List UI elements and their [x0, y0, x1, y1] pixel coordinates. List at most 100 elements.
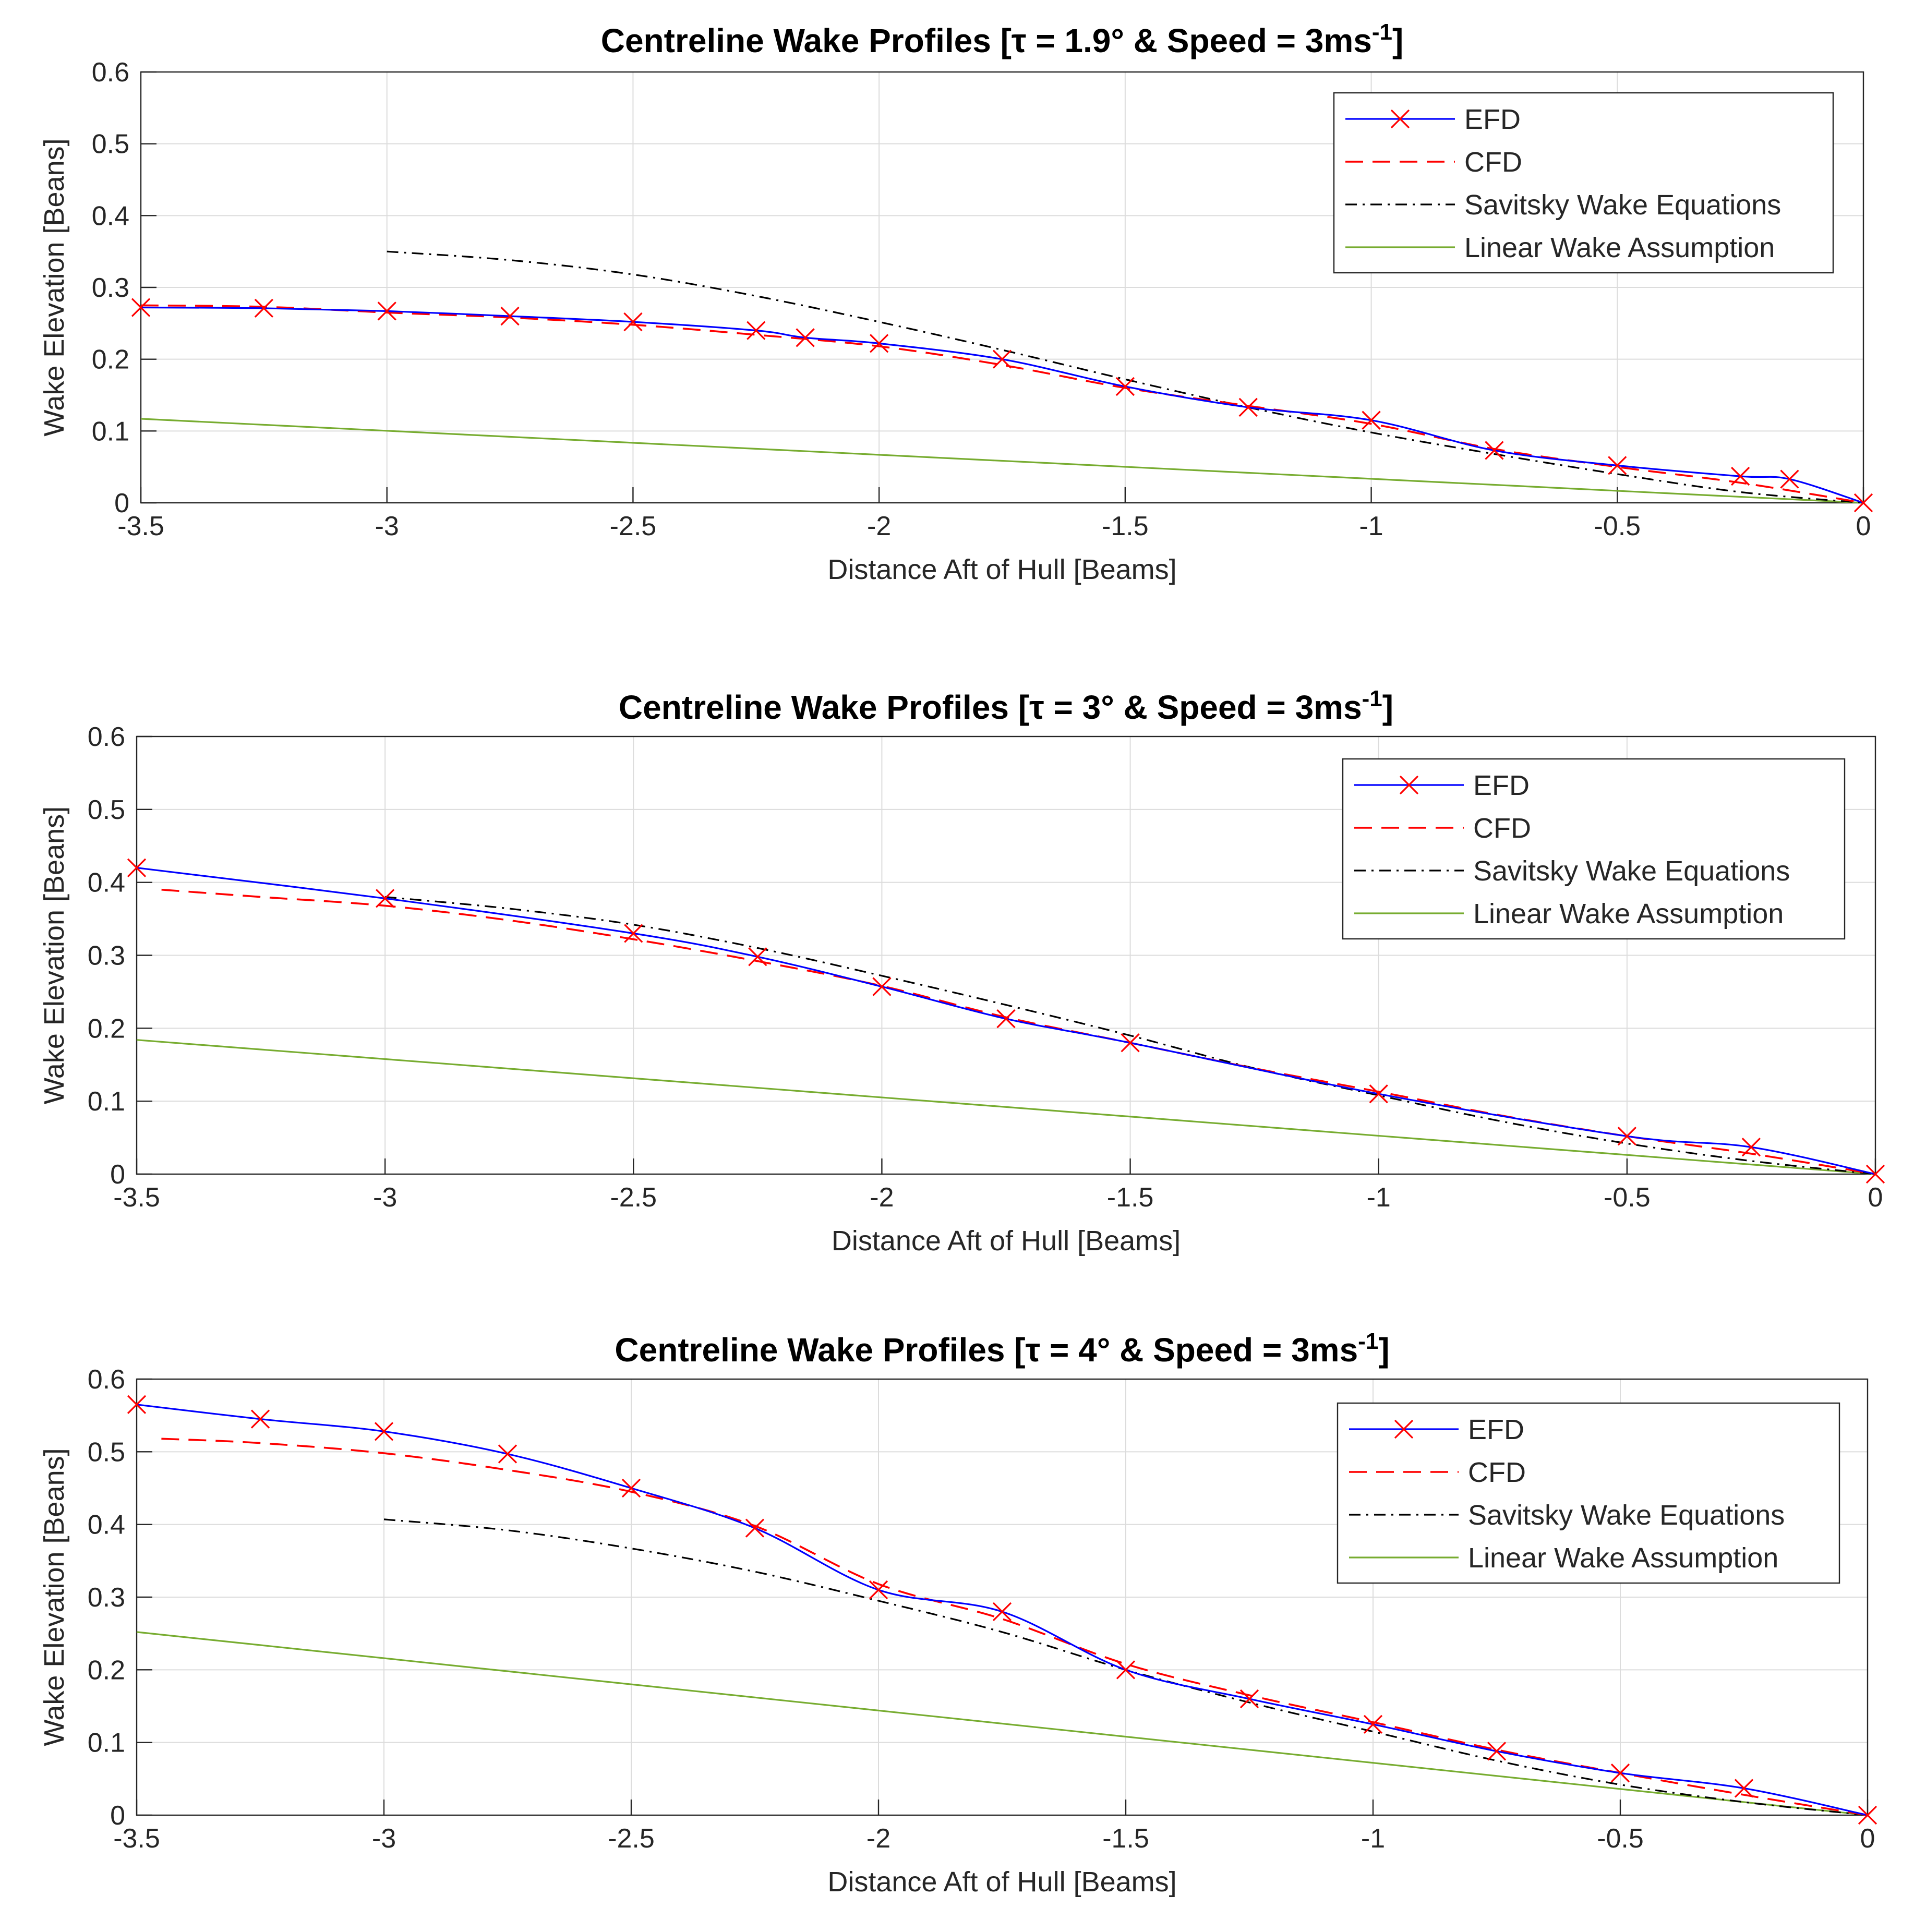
x-tick-label: 0	[1856, 511, 1871, 541]
x-axis-label: Distance Aft of Hull [Beams]	[827, 1866, 1176, 1898]
efd-marker	[1780, 469, 1799, 489]
x-tick-label: -1.5	[1107, 1182, 1154, 1213]
x-axis-label: Distance Aft of Hull [Beams]	[827, 554, 1176, 585]
series-line	[140, 418, 1864, 504]
y-tick-label: 0.3	[92, 273, 129, 303]
legend: EFD CFD Savitsky Wake Equations Linear Wake…	[1342, 758, 1846, 940]
efd-marker	[621, 1478, 641, 1498]
efd-marker	[623, 312, 643, 332]
legend-label: Savitsky Wake Equations	[1473, 855, 1790, 887]
series-line	[384, 896, 1876, 1175]
x-tick-label: -2.5	[610, 1182, 657, 1213]
y-tick-label: 0.2	[92, 345, 129, 375]
chart-panel-3: -3.5 -3 -2.5 -2 -1.5 -1 -0.5 0 0 0.1 0.2 0.3 0.4 0.5 0…	[39, 1329, 1877, 1898]
series-savitsky-wake-equations	[384, 896, 1876, 1175]
series-line	[136, 1631, 1868, 1816]
legend-label: CFD	[1473, 813, 1531, 844]
efd-marker	[796, 328, 815, 347]
y-tick-label: 0.3	[88, 941, 125, 971]
legend-box	[1342, 758, 1846, 940]
y-tick-label: 0.4	[88, 868, 125, 898]
legend-marker	[1399, 775, 1419, 795]
efd-marker	[250, 1409, 270, 1429]
chart-panel-1: -3.5 -3 -2.5 -2 -1.5 -1 -0.5 0 0 0.1 0.2 0.3 0.4 0.5 0…	[39, 19, 1873, 585]
y-tick-label: 0.6	[88, 1365, 125, 1395]
legend-label: Savitsky Wake Equations	[1468, 1500, 1785, 1531]
y-tick-label: 0.3	[88, 1583, 125, 1613]
x-tick-label: -1	[1359, 511, 1383, 541]
legend-label: EFD	[1468, 1414, 1524, 1445]
x-tick-label: -3	[373, 1182, 397, 1213]
y-tick-label: 0.5	[92, 129, 129, 160]
efd-marker	[1853, 493, 1873, 513]
legend-label: Linear Wake Assumption	[1473, 898, 1784, 929]
series-efd	[127, 858, 1885, 1184]
legend-box	[1333, 92, 1834, 274]
y-axis-label: Wake Elevation [Beans]	[39, 138, 70, 436]
x-tick-label: -1	[1367, 1182, 1391, 1213]
efd-marker	[1363, 1714, 1383, 1734]
efd-marker	[1238, 397, 1258, 417]
chart-title: Centreline Wake Profiles [τ = 4° & Speed…	[615, 1329, 1389, 1369]
series-efd	[127, 1395, 1877, 1825]
y-axis-label: Wake Elevation [Beans]	[39, 1448, 70, 1746]
y-tick-label: 0.1	[88, 1086, 125, 1117]
legend-label: Savitsky Wake Equations	[1464, 189, 1781, 221]
efd-marker	[1741, 1138, 1761, 1157]
efd-marker	[992, 1602, 1012, 1622]
y-tick-label: 0.6	[88, 722, 125, 752]
chart-panel-2: -3.5 -3 -2.5 -2 -1.5 -1 -0.5 0 0 0.1 0.2 0.3 0.4 0.5 0…	[39, 686, 1885, 1257]
y-tick-label: 0.4	[88, 1510, 125, 1540]
x-tick-label: -3.5	[117, 511, 164, 541]
efd-marker	[1865, 1164, 1885, 1184]
efd-marker	[1608, 456, 1627, 475]
chart-title: Centreline Wake Profiles [τ = 3° & Speed…	[619, 686, 1393, 726]
efd-marker	[624, 924, 643, 943]
efd-marker	[745, 1518, 765, 1538]
y-tick-label: 0.2	[88, 1655, 125, 1685]
efd-marker	[1485, 441, 1504, 460]
x-tick-label: 0	[1868, 1182, 1883, 1213]
y-tick-label: 0	[110, 1801, 125, 1831]
efd-marker	[127, 858, 147, 877]
efd-marker	[1617, 1127, 1636, 1146]
x-tick-label: 0	[1860, 1824, 1875, 1854]
y-tick-label: 0.5	[88, 1437, 125, 1467]
y-tick-label: 0.6	[92, 57, 129, 88]
y-tick-label: 0	[110, 1160, 125, 1190]
x-tick-label: -3.5	[113, 1824, 160, 1854]
series-efd	[131, 298, 1873, 513]
efd-marker	[1239, 1689, 1259, 1709]
legend: EFD CFD Savitsky Wake Equations Linear Wake…	[1337, 1402, 1840, 1584]
efd-marker	[1121, 1033, 1140, 1053]
x-tick-label: -1.5	[1102, 511, 1149, 541]
x-tick-label: -0.5	[1604, 1182, 1651, 1213]
x-tick-label: -1.5	[1102, 1824, 1149, 1854]
efd-marker	[127, 1395, 147, 1414]
series-linear-wake-assumption	[136, 1039, 1876, 1175]
x-tick-label: -2	[870, 1182, 894, 1213]
y-tick-label: 0.1	[92, 416, 129, 446]
efd-marker	[996, 1009, 1016, 1029]
chart-title: Centreline Wake Profiles [τ = 1.9° & Spe…	[601, 19, 1404, 59]
efd-marker	[131, 298, 151, 317]
series-linear-wake-assumption	[140, 418, 1864, 504]
efd-marker	[992, 349, 1012, 369]
efd-marker	[869, 1580, 888, 1600]
legend-marker	[1390, 109, 1410, 129]
x-tick-label: -0.5	[1594, 511, 1641, 541]
x-tick-label: -3	[375, 511, 399, 541]
efd-marker	[1734, 1779, 1754, 1798]
efd-marker	[872, 977, 892, 996]
x-axis-label: Distance Aft of Hull [Beams]	[832, 1225, 1181, 1257]
y-tick-label: 0	[114, 488, 129, 518]
legend-box	[1337, 1402, 1840, 1584]
efd-marker	[376, 889, 395, 908]
legend-label: Linear Wake Assumption	[1464, 232, 1775, 263]
efd-marker	[870, 334, 889, 353]
efd-marker	[747, 321, 766, 340]
x-tick-label: -0.5	[1597, 1824, 1644, 1854]
series-line	[136, 1039, 1876, 1175]
efd-marker	[374, 1422, 394, 1441]
